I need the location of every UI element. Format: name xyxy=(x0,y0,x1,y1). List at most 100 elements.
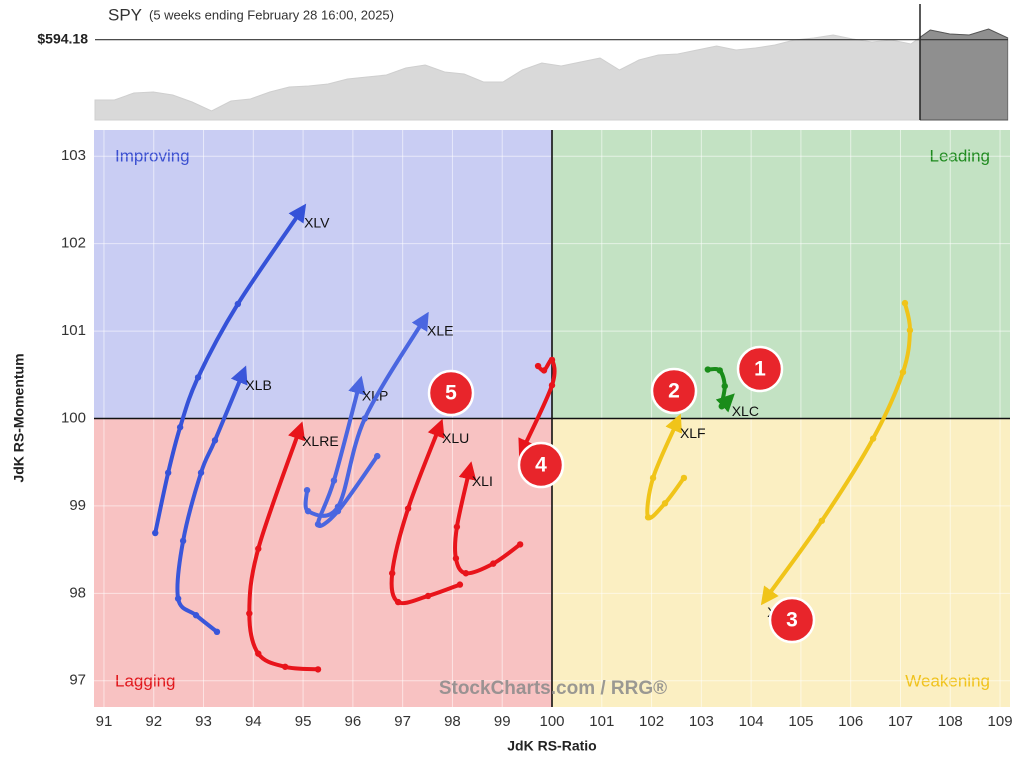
x-tick-label: 109 xyxy=(988,713,1013,730)
rrg-point xyxy=(314,666,322,673)
x-tick-label: 91 xyxy=(96,713,113,730)
rrg-point xyxy=(680,474,688,482)
rrg-point xyxy=(516,541,524,548)
x-tick-label: 94 xyxy=(245,713,262,730)
rrg-point xyxy=(234,300,242,308)
rrg-point xyxy=(255,650,262,657)
rrg-point xyxy=(176,424,184,431)
symbol-label: XLRE xyxy=(302,433,339,449)
y-tick-label: 97 xyxy=(69,672,86,689)
x-tick-label: 97 xyxy=(394,713,411,730)
x-tick-label: 101 xyxy=(589,713,614,730)
x-tick-label: 106 xyxy=(838,713,863,730)
rrg-point xyxy=(424,592,432,600)
spy-subtitle: (5 weeks ending February 28 16:00, 2025) xyxy=(149,7,394,22)
badge xyxy=(768,596,816,644)
rrg-point xyxy=(174,595,182,602)
x-tick-label: 93 xyxy=(195,713,212,730)
x-tick-label: 102 xyxy=(639,713,664,730)
y-tick-label: 98 xyxy=(69,584,86,601)
x-tick-label: 98 xyxy=(444,713,461,730)
x-tick-label: 92 xyxy=(145,713,162,730)
symbol-label: XLU xyxy=(442,430,469,446)
y-tick-label: 102 xyxy=(61,235,86,252)
rrg-point xyxy=(194,374,202,381)
badge xyxy=(517,441,565,489)
rrg-point xyxy=(374,452,381,460)
rrg-point xyxy=(540,367,548,374)
x-tick-label: 100 xyxy=(539,713,564,730)
rrg-point xyxy=(388,570,396,577)
badge-label: 1 xyxy=(754,358,766,381)
x-tick-label: 95 xyxy=(295,713,312,730)
x-tick-label: 108 xyxy=(938,713,963,730)
rrg-point xyxy=(361,415,369,422)
symbol-label: XLF xyxy=(680,425,706,441)
rrg-tail xyxy=(303,311,429,518)
symbol-label: XLI xyxy=(472,473,493,489)
rrg-point xyxy=(906,327,914,334)
spy-title: SPY xyxy=(108,5,142,24)
watermark: StockCharts.com / RRG® xyxy=(439,678,667,699)
y-tick-label: 99 xyxy=(69,497,86,514)
y-axis-title: JdK RS-Momentum xyxy=(11,353,27,482)
quadrant xyxy=(94,418,552,707)
rrg-point xyxy=(548,382,556,389)
rrg-point xyxy=(246,610,253,617)
x-axis-title: JdK RS-Ratio xyxy=(507,738,596,754)
rrg-point xyxy=(197,469,205,476)
badge-label: 4 xyxy=(535,454,547,477)
rrg-point xyxy=(704,366,712,373)
rrg-point xyxy=(661,500,669,507)
rrg-point xyxy=(303,486,311,494)
rrg-point xyxy=(334,503,342,510)
rrg-point xyxy=(452,555,460,562)
rrg-point xyxy=(644,514,652,521)
rrg-point xyxy=(304,507,312,515)
rrg-point xyxy=(179,537,187,545)
rrg-point xyxy=(255,545,262,552)
badge-label: 3 xyxy=(786,609,798,632)
rrg-point xyxy=(721,382,728,390)
rrg-point xyxy=(281,663,289,670)
rrg-point xyxy=(314,521,322,528)
y-tick-label: 103 xyxy=(61,147,86,164)
rrg-point xyxy=(901,299,909,307)
price-label: $594.18 xyxy=(37,30,88,46)
x-tick-label: 96 xyxy=(345,713,362,730)
quadrant xyxy=(552,418,1010,707)
rrg-point xyxy=(330,477,338,484)
rrg-point xyxy=(718,403,725,410)
symbol-label: XLB xyxy=(245,377,271,393)
x-tick-label: 104 xyxy=(739,713,764,730)
rrg-point xyxy=(213,628,221,636)
quadrant xyxy=(94,130,552,419)
symbol-label: XLC xyxy=(732,403,759,419)
badge-label: 5 xyxy=(445,382,457,405)
y-tick-label: 100 xyxy=(61,409,86,426)
y-tick-label: 101 xyxy=(61,322,86,339)
rrg-point xyxy=(548,356,556,364)
rrg-point xyxy=(404,505,412,512)
rrg-point xyxy=(649,474,657,482)
x-tick-label: 99 xyxy=(494,713,511,730)
rrg-point xyxy=(716,367,723,374)
badge xyxy=(736,345,784,393)
rrg-point xyxy=(869,435,877,442)
rrg-point xyxy=(462,570,470,577)
rrg-point xyxy=(192,612,200,619)
rrg-point xyxy=(211,437,219,444)
badge-label: 2 xyxy=(668,380,680,403)
badge xyxy=(650,367,698,415)
rrg-point xyxy=(152,529,159,537)
symbol-label: XLV xyxy=(304,214,330,230)
rrg-point xyxy=(899,368,907,376)
rrg-point xyxy=(490,560,497,567)
badge xyxy=(427,369,475,417)
rrg-point xyxy=(818,517,826,524)
rrg-point xyxy=(534,362,542,370)
price-area-highlight xyxy=(920,28,1008,121)
price-area xyxy=(94,28,1009,121)
